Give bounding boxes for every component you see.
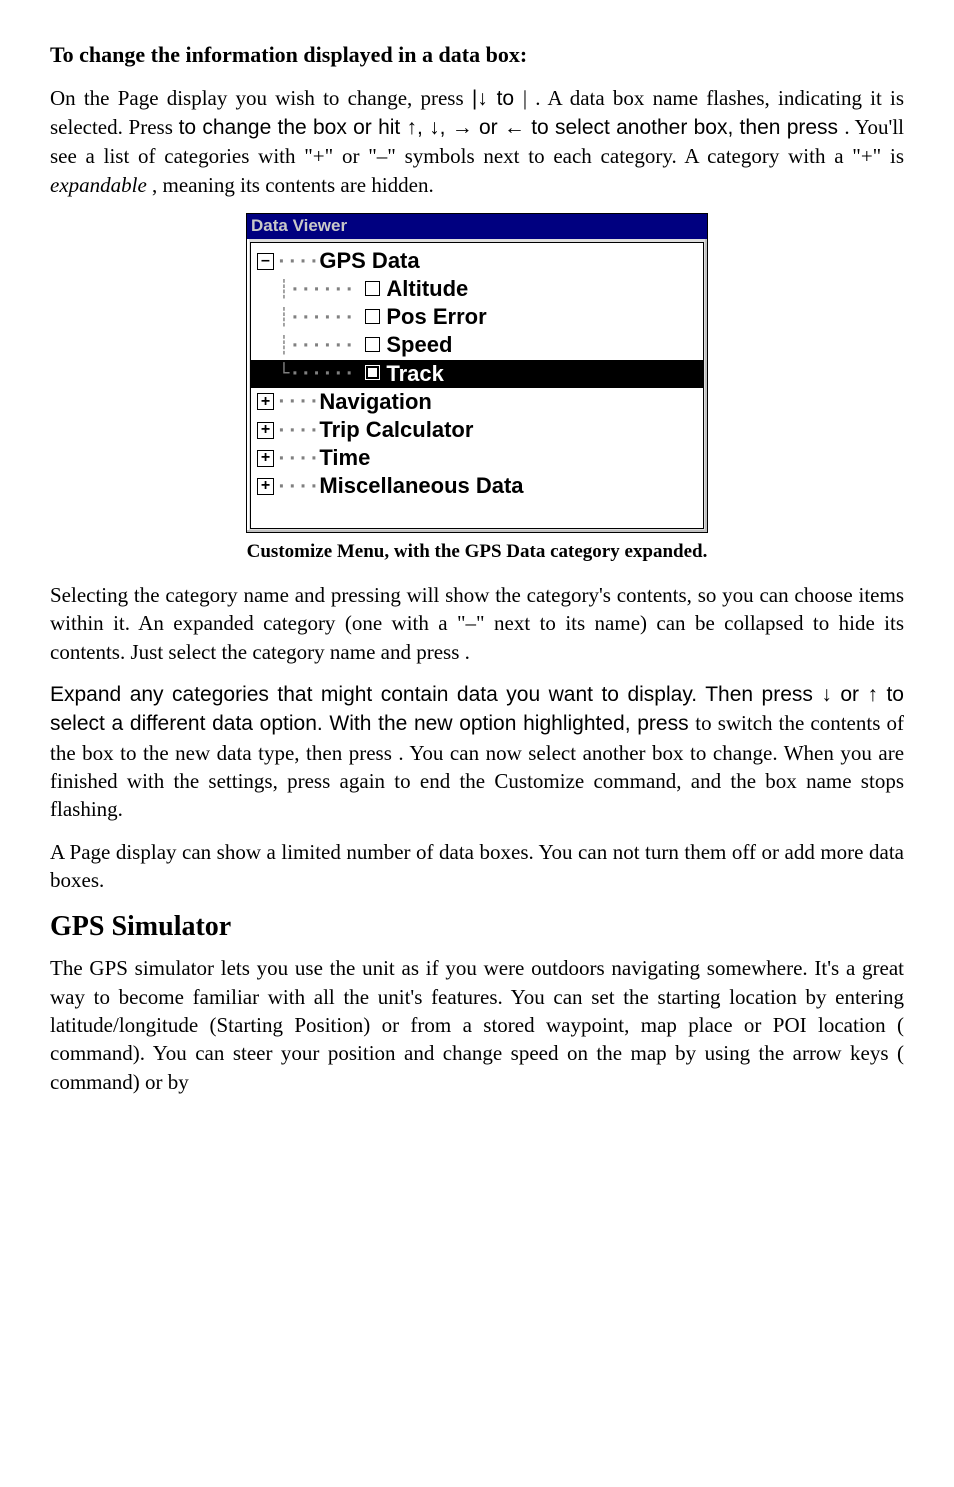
tree-label: Navigation [319, 388, 431, 416]
tree-item-track[interactable]: └······ Track [251, 360, 703, 388]
para-2: Selecting the category name and pressing… [50, 581, 904, 666]
para-3: Expand any categories that might contain… [50, 680, 904, 824]
text: command). You can steer your position an… [50, 1041, 904, 1065]
tree-label: Altitude [386, 275, 468, 303]
tree-connector: ···· [276, 475, 319, 498]
text: to change the box or hit ↑, ↓, → or ← to… [179, 116, 845, 139]
checkbox-icon[interactable] [365, 365, 380, 380]
tree-label: Miscellaneous Data [319, 472, 523, 500]
section-heading-gps-simulator: GPS Simulator [50, 908, 904, 946]
tree-label: Speed [386, 331, 452, 359]
text: | [523, 86, 527, 110]
tree-item-pos-error[interactable]: ┊······ Pos Error [257, 303, 697, 331]
tree-connector: ┊······ [257, 278, 365, 301]
expand-icon[interactable]: + [257, 450, 274, 467]
window-titlebar: Data Viewer [247, 214, 707, 239]
text: |↓ to [472, 87, 523, 110]
checkbox-icon[interactable] [365, 337, 380, 352]
para-5: The GPS simulator lets you use the unit … [50, 954, 904, 1096]
expand-icon[interactable]: + [257, 478, 274, 495]
collapse-icon[interactable]: – [257, 253, 274, 270]
tree-label: Trip Calculator [319, 416, 473, 444]
expand-icon[interactable]: + [257, 422, 274, 439]
tree-connector: ···· [276, 447, 319, 470]
tree-connector: ┊······ [257, 306, 365, 329]
tree-item-time[interactable]: + ···· Time [257, 444, 697, 472]
expand-icon[interactable]: + [257, 393, 274, 410]
data-viewer-figure: Data Viewer – ···· GPS Data ┊······ Alti… [50, 213, 904, 533]
data-viewer-window: Data Viewer – ···· GPS Data ┊······ Alti… [246, 213, 708, 533]
tree-body: – ···· GPS Data ┊······ Altitude ┊······… [250, 242, 704, 529]
text: The GPS simulator lets you use the unit … [50, 956, 904, 1037]
tree-label: Pos Error [386, 303, 486, 331]
tree-connector: ···· [276, 250, 319, 273]
text: On the Page display you wish to change, … [50, 86, 472, 110]
tree-label: Time [319, 444, 370, 472]
checkbox-icon[interactable] [365, 281, 380, 296]
emphasis: expandable [50, 173, 147, 197]
tree-label: Track [386, 360, 444, 388]
text: . [465, 640, 470, 664]
tree-item-trip-calculator[interactable]: + ···· Trip Calculator [257, 416, 697, 444]
tree-connector: └······ [257, 362, 365, 385]
tree-item-altitude[interactable]: ┊······ Altitude [257, 275, 697, 303]
tree-connector: ···· [276, 419, 319, 442]
tree-root-gps-data[interactable]: – ···· GPS Data [257, 247, 697, 275]
tree-label: GPS Data [319, 247, 419, 275]
text: , meaning its contents are hidden. [152, 173, 434, 197]
section-heading: To change the information displayed in a… [50, 40, 904, 70]
text: command) or by [50, 1070, 189, 1094]
checkbox-icon[interactable] [365, 309, 380, 324]
figure-caption: Customize Menu, with the GPS Data catego… [50, 539, 904, 565]
para-1: On the Page display you wish to change, … [50, 84, 904, 199]
tree-item-navigation[interactable]: + ···· Navigation [257, 388, 697, 416]
text: Selecting the category name and pressing [50, 583, 407, 607]
tree-item-speed[interactable]: ┊······ Speed [257, 331, 697, 359]
tree-item-misc-data[interactable]: + ···· Miscellaneous Data [257, 472, 697, 500]
para-4: A Page display can show a limited number… [50, 838, 904, 895]
tree-connector: ···· [276, 390, 319, 413]
tree-connector: ┊······ [257, 334, 365, 357]
